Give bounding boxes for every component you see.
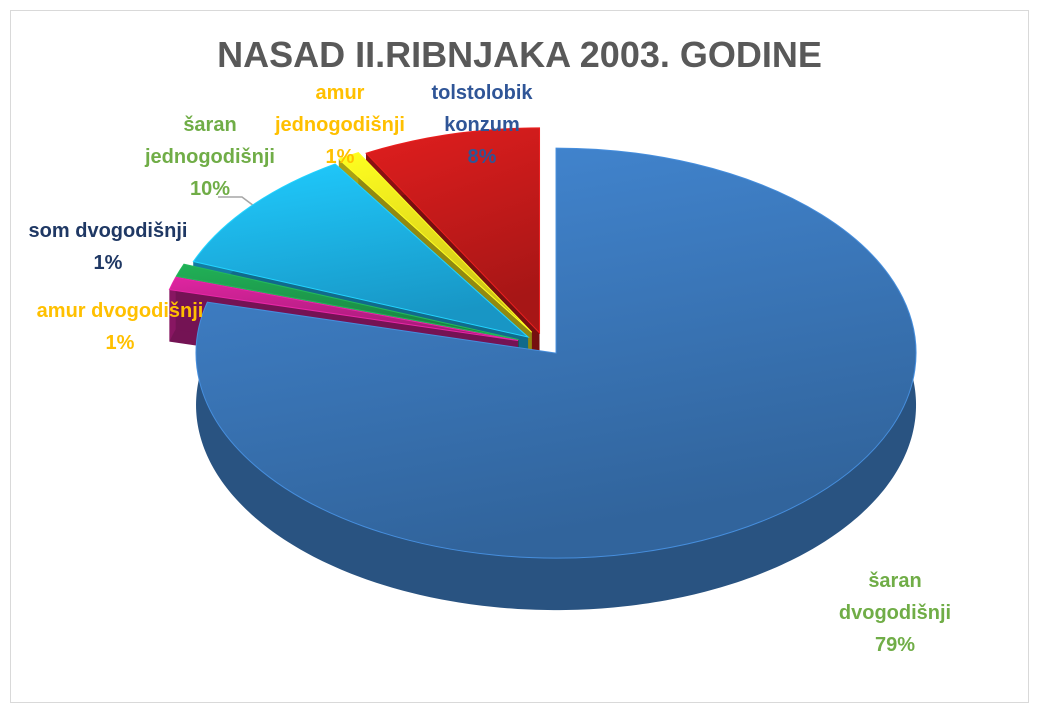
category-label: šaran dvogodišnji: [838, 570, 952, 624]
pie-slice: [175, 263, 519, 341]
category-label: tolstolobik konzum: [431, 82, 533, 136]
category-label: amur dvogodišnji: [36, 300, 204, 322]
pie-slice: [337, 152, 533, 333]
data-label: šaran jednogodišnji 10%: [145, 109, 275, 205]
value-label: 1%: [93, 252, 123, 274]
data-label: tolstolobik konzum 8%: [417, 77, 547, 173]
data-label: amur dvogodišnji 1%: [10, 295, 230, 359]
category-label: som dvogodišnji: [28, 220, 188, 242]
data-label: šaran dvogodišnji 79%: [815, 565, 975, 661]
value-label: 1%: [325, 146, 355, 168]
pie-slice: [192, 163, 530, 338]
value-label: 79%: [874, 634, 916, 656]
category-label: amur jednogodišnji: [275, 82, 405, 136]
pie-slice: [365, 127, 541, 335]
slice-side: [169, 277, 176, 342]
data-label: som dvogodišnji 1%: [8, 215, 208, 279]
pie-slice: [195, 147, 917, 559]
value-label: 1%: [105, 332, 135, 354]
category-label: šaran jednogodišnji: [145, 114, 275, 168]
value-label: 8%: [467, 146, 497, 168]
data-label: amur jednogodišnji 1%: [270, 77, 410, 173]
chart-title: NASAD II.RIBNJAKA 2003. GODINE: [217, 34, 822, 75]
pie-slice: [168, 276, 519, 342]
value-label: 10%: [189, 178, 231, 200]
